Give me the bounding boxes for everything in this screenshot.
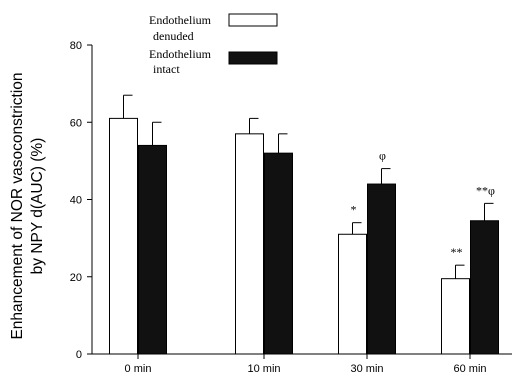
bar-denuded [441, 278, 470, 355]
x-tick-label: 60 min [453, 363, 486, 374]
y-tick-label: 80 [70, 40, 82, 52]
bar-intact [138, 144, 167, 355]
significance-marker: **φ [476, 183, 495, 197]
legend-label-denuded-line1: Endothelium [149, 13, 212, 27]
x-axis: 0 min 10 min 30 min 60 min [92, 353, 512, 374]
y-tick-label: 20 [70, 272, 82, 284]
y-axis-label-line2: by NPY d(AUC) (%) [29, 138, 46, 275]
legend-label-denuded-line2: denuded [153, 29, 194, 43]
legend-label-intact-line1: Endothelium [149, 47, 212, 61]
y-axis: 0 20 40 60 80 [70, 40, 93, 361]
x-tick-label: 10 min [247, 363, 280, 374]
bar-denuded [338, 233, 367, 355]
significance-marker: ** [451, 245, 463, 259]
bars [109, 117, 499, 355]
y-tick-label: 60 [70, 117, 82, 129]
bar-denuded [235, 133, 264, 355]
significance-marker: * [351, 203, 357, 217]
significance-annotations: * φ ** **φ [351, 149, 496, 260]
bar-intact [264, 152, 293, 355]
y-axis-label: Enhancement of NOR vasoconstriction by N… [9, 72, 46, 339]
legend: Endothelium denuded Endothelium intact [149, 13, 278, 76]
significance-marker: φ [379, 149, 386, 163]
y-tick-label: 40 [70, 195, 82, 207]
bar-denuded [109, 117, 138, 355]
legend-swatch-denuded [228, 13, 278, 27]
legend-swatch-intact [228, 51, 278, 65]
y-tick-label: 0 [76, 349, 82, 361]
x-tick-label: 30 min [350, 363, 383, 374]
error-bars [123, 94, 494, 279]
legend-label-intact-line2: intact [153, 62, 180, 76]
bar-intact [470, 220, 499, 355]
bar-intact [367, 183, 396, 355]
x-tick-label: 0 min [125, 363, 152, 374]
y-axis-label-line1: Enhancement of NOR vasoconstriction [9, 72, 26, 339]
